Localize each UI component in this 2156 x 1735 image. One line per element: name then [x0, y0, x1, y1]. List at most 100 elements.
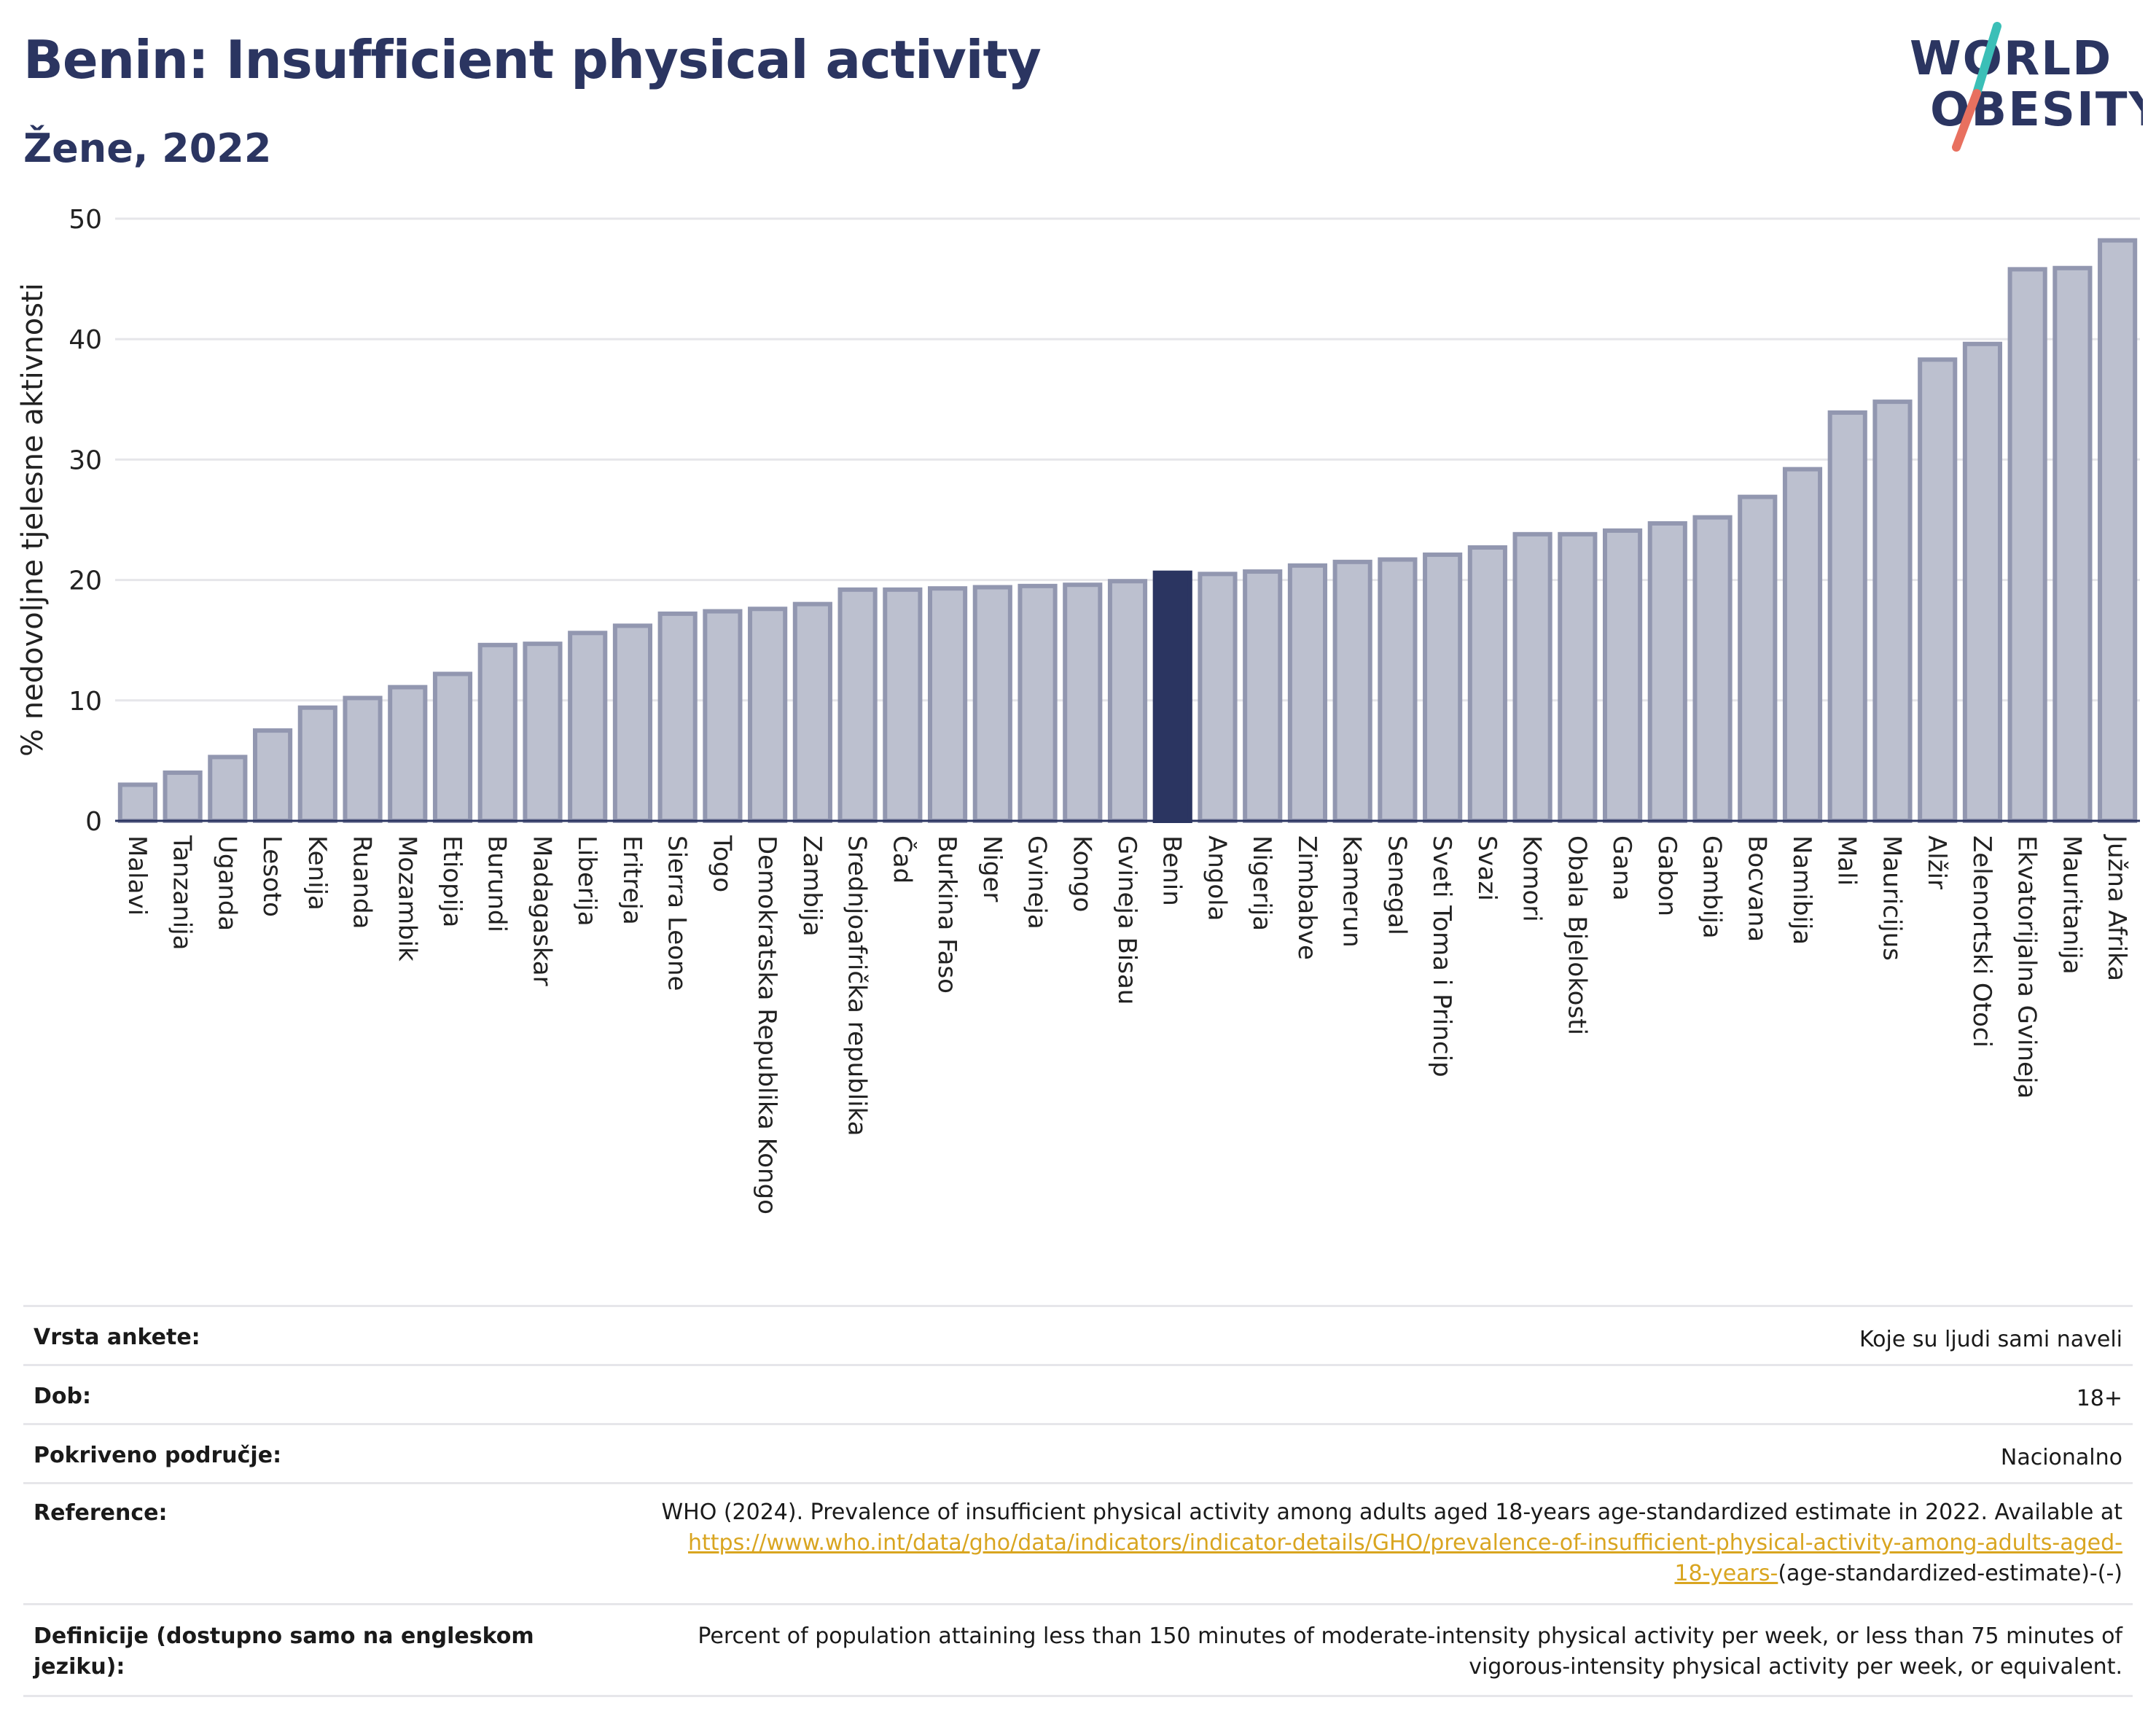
x-tick-label: Čad — [887, 835, 917, 884]
x-tick-label: Burundi — [483, 835, 512, 932]
x-tick-label: Alžir — [1922, 835, 1951, 889]
meta-row-definition: Definicije (dostupno samo na engleskom j… — [23, 1603, 2133, 1697]
x-tick-label: Benin — [1157, 835, 1187, 906]
x-tick-label: Zambija — [797, 835, 827, 937]
x-tick-label: Zimbabve — [1292, 835, 1321, 960]
bar — [1467, 545, 1507, 823]
x-tick-label: Obala Bjelokosti — [1562, 835, 1591, 1035]
x-tick-label: Srednjoafrička republika — [843, 835, 872, 1136]
bar — [1423, 552, 1463, 823]
bar — [657, 611, 698, 824]
x-tick-label: Gambija — [1698, 835, 1727, 939]
y-tick-label: 30 — [69, 445, 102, 475]
bar — [523, 642, 563, 823]
page-title: Benin: Insufficient physical activity — [23, 29, 1042, 90]
reference-text: WHO (2024). Prevalence of insufficient p… — [661, 1500, 2122, 1525]
x-tick-label: Burkina Faso — [932, 835, 961, 994]
bar — [703, 609, 743, 823]
bar — [1198, 572, 1238, 824]
x-tick-label: Ruanda — [348, 835, 377, 929]
definition-text-1: Percent of population attaining less tha… — [698, 1623, 2122, 1649]
bar — [1243, 569, 1283, 823]
bar — [568, 631, 608, 824]
bar — [432, 671, 473, 823]
x-tick-label: Gvineja — [1023, 835, 1052, 929]
x-axis-labels: Malavi Tanzanija Uganda Lesoto Kenija Ruanda M… — [122, 834, 2131, 1214]
x-tick-label: Namibija — [1787, 835, 1816, 945]
bar — [1872, 399, 1913, 823]
page-subtitle: Žene, 2022 — [23, 125, 272, 171]
bar — [1063, 582, 1103, 823]
definition-text-2: vigorous-intensity physical activity per… — [1469, 1654, 2122, 1680]
x-tick-label: Južna Afrika — [2102, 834, 2131, 981]
bar — [1602, 528, 1643, 823]
reference-tail: (age-standardized-estimate)-(-) — [1778, 1561, 2122, 1586]
y-axis-label: % nedovoljne tjelesne aktivnosti — [16, 283, 50, 757]
bar — [612, 623, 653, 823]
survey-label: Vrsta ankete: — [23, 1305, 563, 1365]
x-tick-label: Svazi — [1472, 835, 1501, 901]
bar — [1512, 531, 1552, 823]
x-tick-label: Angola — [1202, 835, 1231, 921]
x-tick-label: Komori — [1518, 835, 1547, 922]
y-tick-label: 40 — [69, 325, 102, 355]
y-tick-label: 10 — [69, 687, 102, 717]
x-tick-label: Uganda — [212, 835, 241, 931]
bar — [792, 601, 832, 823]
bar-chart: 0 10 20 30 40 50 % nedovoljne tjelesne aktivn… — [16, 205, 2140, 1214]
age-label: Dob: — [23, 1364, 563, 1424]
y-tick-label: 0 — [85, 807, 102, 837]
x-tick-label: Kongo — [1067, 835, 1096, 912]
coverage-value: Nacionalno — [563, 1423, 2133, 1483]
x-tick-label: Gvineja Bisau — [1112, 835, 1141, 1005]
logo-slash-coral — [1952, 89, 1981, 152]
x-tick-label: Gana — [1607, 835, 1636, 901]
bar — [972, 585, 1012, 824]
reference-link[interactable]: https://www.who.int/data/gho/data/indica… — [688, 1530, 2122, 1556]
bar — [252, 728, 293, 823]
reference-link-cont[interactable]: 18-years- — [1674, 1561, 1778, 1586]
y-axis: 0 10 20 30 40 50 — [69, 205, 102, 837]
bar — [2098, 238, 2138, 823]
meta-row-age: Dob: 18+ — [23, 1364, 2133, 1424]
x-tick-label: Bocvana — [1742, 835, 1771, 942]
bar — [163, 770, 203, 823]
bar — [1287, 563, 1328, 823]
bar — [343, 695, 383, 823]
x-tick-label: Kenija — [302, 835, 332, 911]
x-tick-label: Niger — [977, 835, 1007, 902]
age-value: 18+ — [563, 1364, 2133, 1424]
y-tick-label: 20 — [69, 566, 102, 596]
meta-row-coverage: Pokriveno područje: Nacionalno — [23, 1423, 2133, 1483]
bar — [927, 586, 968, 823]
meta-row-survey: Vrsta ankete: Koje su ljudi sami naveli — [23, 1305, 2133, 1365]
reference-value: WHO (2024). Prevalence of insufficient p… — [563, 1482, 2133, 1605]
x-tick-label: Demokratska Republika Kongo — [752, 835, 781, 1214]
x-tick-label: Mauricijus — [1877, 835, 1906, 961]
meta-row-reference: Reference: WHO (2024). Prevalence of ins… — [23, 1482, 2133, 1605]
coverage-label: Pokriveno područje: — [23, 1423, 563, 1483]
bar — [1782, 467, 1823, 823]
bar — [477, 642, 517, 823]
x-tick-label: Sveti Toma i Princip — [1427, 835, 1456, 1077]
bar — [388, 685, 428, 823]
bar — [2053, 265, 2093, 824]
bars — [117, 238, 2138, 824]
definition-label: Definicije (dostupno samo na engleskom j… — [23, 1603, 563, 1697]
x-tick-label: Senegal — [1382, 835, 1411, 935]
bar — [1107, 579, 1148, 823]
bar — [1378, 557, 1418, 823]
definition-value: Percent of population attaining less tha… — [563, 1603, 2133, 1697]
bar — [1918, 357, 1958, 823]
logo-line-world: WORLD — [1910, 32, 2112, 86]
x-tick-label: Mozambik — [392, 835, 421, 962]
y-tick-label: 50 — [69, 205, 102, 235]
x-tick-label: Tanzanija — [168, 835, 197, 950]
logo-slash-teal — [1972, 22, 2001, 98]
x-tick-label: Madagaskar — [527, 835, 556, 986]
bar — [1018, 583, 1058, 823]
x-tick-label: Mali — [1832, 835, 1862, 886]
x-tick-label: Ekvatorijalna Gvineja — [2012, 835, 2042, 1099]
x-tick-label: Gabon — [1652, 835, 1682, 916]
x-tick-label: Eritreja — [617, 835, 647, 925]
